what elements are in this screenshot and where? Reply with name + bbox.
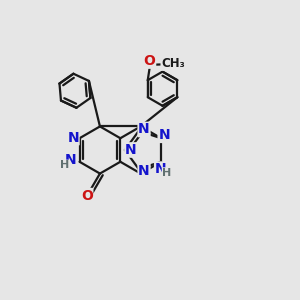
Text: N: N xyxy=(125,143,136,157)
Text: H: H xyxy=(162,168,172,178)
Text: H: H xyxy=(60,160,69,170)
Text: N: N xyxy=(138,164,150,178)
Text: N: N xyxy=(158,128,170,142)
Text: N: N xyxy=(65,153,76,167)
Text: O: O xyxy=(144,54,155,68)
Text: CH₃: CH₃ xyxy=(161,57,185,70)
Text: N: N xyxy=(138,122,150,136)
Text: O: O xyxy=(81,189,93,202)
Text: N: N xyxy=(155,162,167,176)
Text: N: N xyxy=(67,130,79,145)
